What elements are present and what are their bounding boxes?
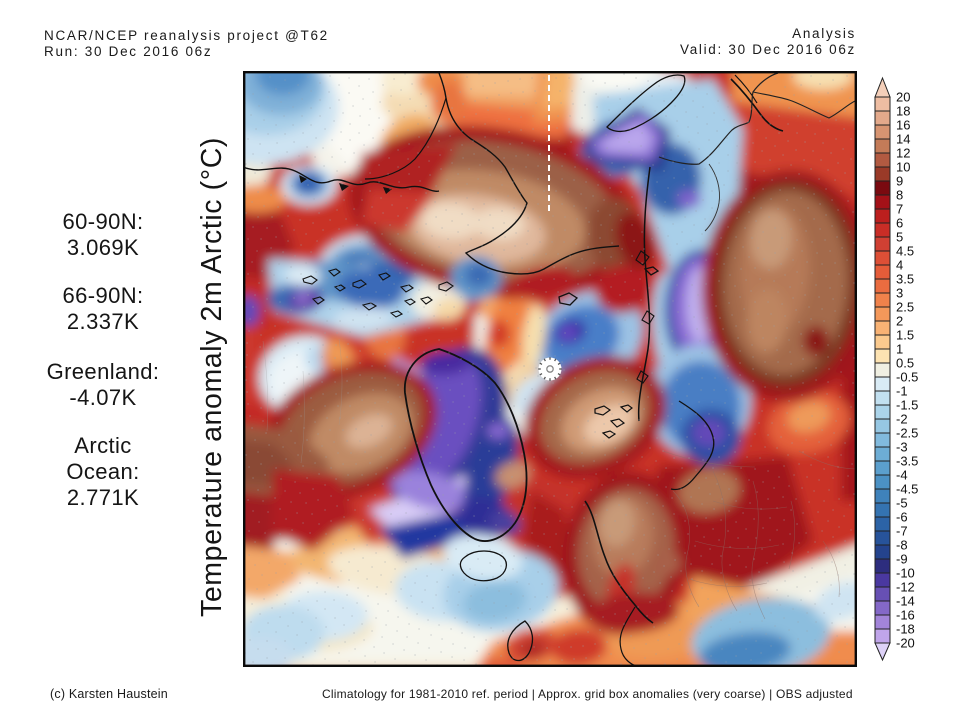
svg-text:-16: -16	[896, 608, 915, 623]
svg-text:9: 9	[896, 174, 903, 189]
svg-text:3: 3	[896, 286, 903, 301]
svg-text:18: 18	[896, 104, 910, 119]
svg-text:-1: -1	[896, 384, 908, 399]
svg-text:-0.5: -0.5	[896, 370, 918, 385]
svg-text:-7: -7	[896, 524, 908, 539]
svg-text:-2.5: -2.5	[896, 426, 918, 441]
svg-text:-18: -18	[896, 622, 915, 637]
svg-text:7: 7	[896, 202, 903, 217]
svg-text:-4: -4	[896, 468, 908, 483]
svg-text:10: 10	[896, 160, 910, 175]
svg-text:4.5: 4.5	[896, 244, 914, 259]
svg-text:-20: -20	[896, 636, 915, 651]
svg-text:1: 1	[896, 342, 903, 357]
svg-text:12: 12	[896, 146, 910, 161]
svg-text:8: 8	[896, 188, 903, 203]
svg-text:-2: -2	[896, 412, 908, 427]
svg-text:-3: -3	[896, 440, 908, 455]
svg-text:-9: -9	[896, 552, 908, 567]
svg-text:16: 16	[896, 118, 910, 133]
svg-text:-12: -12	[896, 580, 915, 595]
svg-text:3.5: 3.5	[896, 272, 914, 287]
svg-text:-3.5: -3.5	[896, 454, 918, 469]
svg-text:5: 5	[896, 230, 903, 245]
svg-text:14: 14	[896, 132, 910, 147]
svg-text:2: 2	[896, 314, 903, 329]
svg-text:0.5: 0.5	[896, 356, 914, 371]
svg-text:-6: -6	[896, 510, 908, 525]
svg-text:20: 20	[896, 90, 910, 105]
svg-text:-4.5: -4.5	[896, 482, 918, 497]
svg-text:4: 4	[896, 258, 903, 273]
svg-text:6: 6	[896, 216, 903, 231]
svg-text:-10: -10	[896, 566, 915, 581]
svg-text:-1.5: -1.5	[896, 398, 918, 413]
svg-text:2.5: 2.5	[896, 300, 914, 315]
svg-text:1.5: 1.5	[896, 328, 914, 343]
svg-text:-8: -8	[896, 538, 908, 553]
svg-text:-14: -14	[896, 594, 915, 609]
svg-text:-5: -5	[896, 496, 908, 511]
